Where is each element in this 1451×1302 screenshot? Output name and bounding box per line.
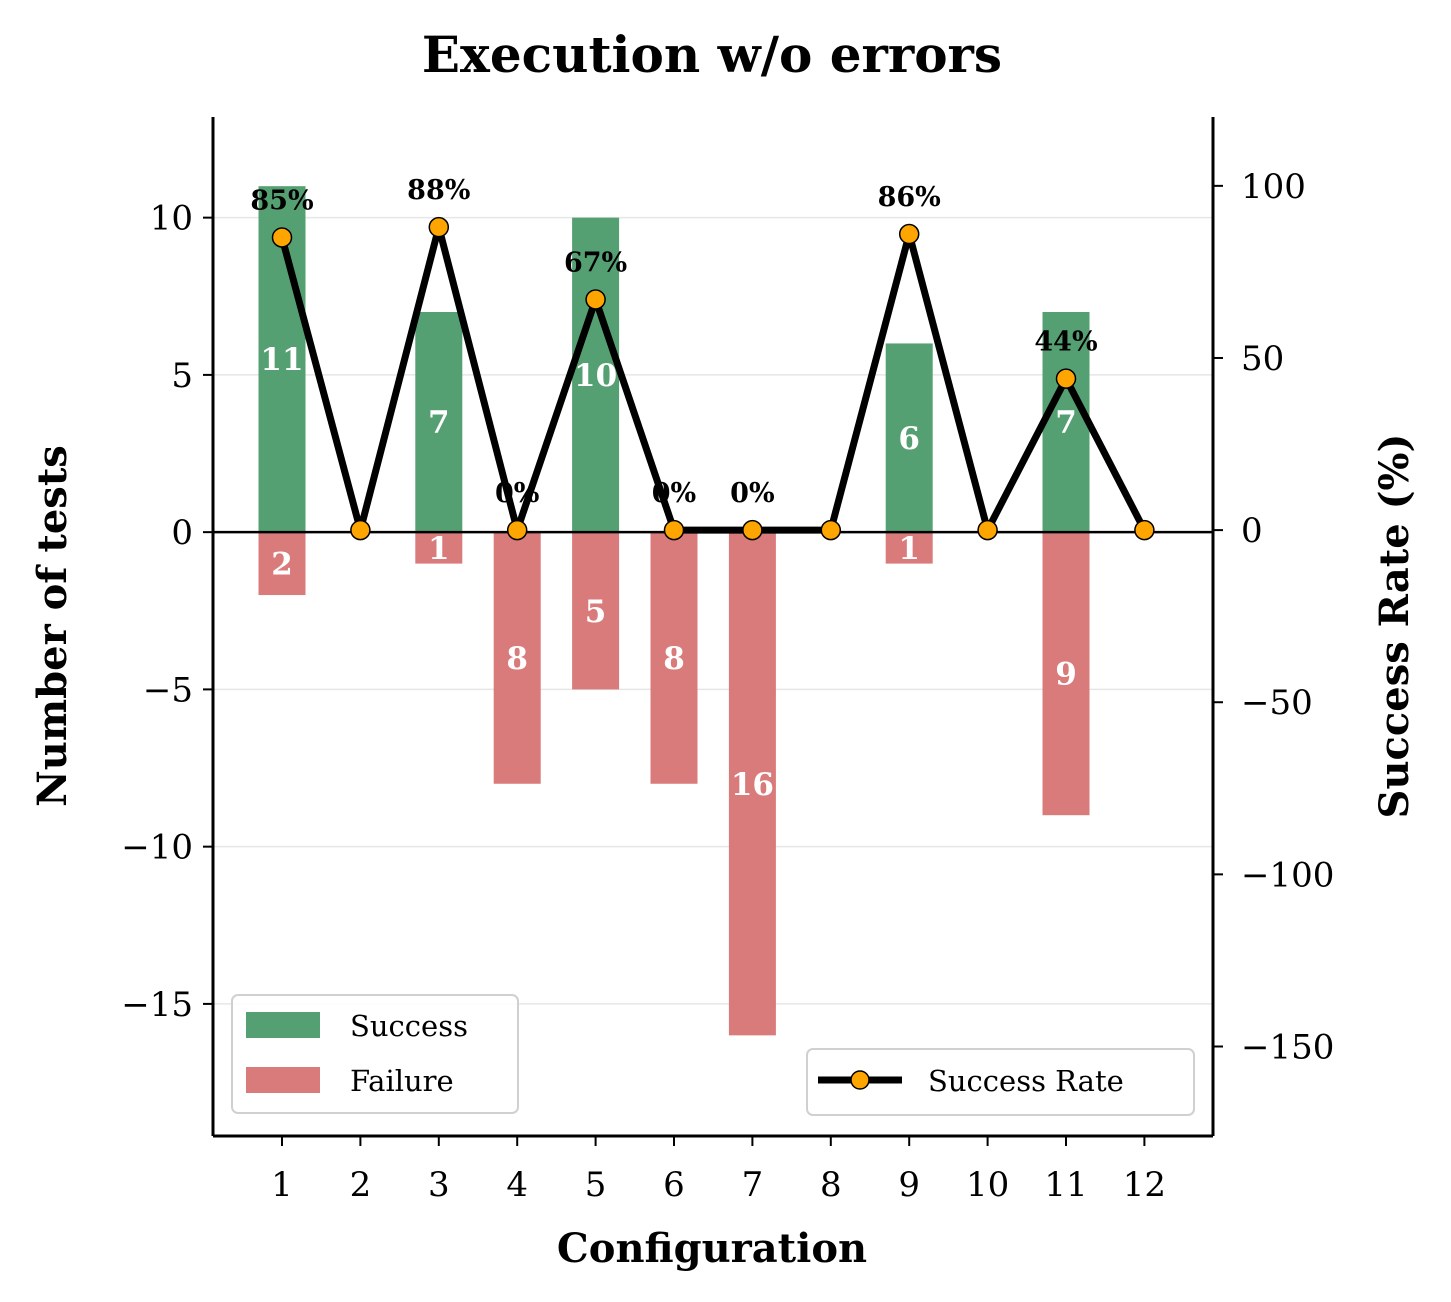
bar-failure bbox=[572, 532, 620, 690]
x-tick-label: 6 bbox=[663, 1165, 685, 1205]
bar-label-failure: 16 bbox=[731, 767, 774, 803]
x-axis-label: Configuration bbox=[557, 1225, 867, 1272]
success-rate-label: 0% bbox=[730, 478, 774, 509]
x-tick-label: 5 bbox=[585, 1165, 607, 1205]
bar-label-success: 6 bbox=[898, 421, 920, 457]
legend-swatch-marker bbox=[850, 1070, 870, 1090]
bar-label-failure: 2 bbox=[271, 547, 293, 583]
bar-failure bbox=[1042, 532, 1090, 816]
x-tick-label: 11 bbox=[1044, 1165, 1087, 1205]
y2-tick-label: −50 bbox=[1241, 683, 1313, 723]
success-rate-line bbox=[278, 223, 1148, 534]
success-rate-marker bbox=[977, 519, 998, 541]
chart-title: Execution w/o errors bbox=[422, 25, 1002, 84]
y2-tick-label: 0 bbox=[1241, 511, 1263, 551]
y-axis-label: Number of tests bbox=[29, 445, 76, 807]
y2-tick-label: 100 bbox=[1241, 167, 1306, 207]
bar-success bbox=[885, 343, 933, 533]
bar-label-success: 10 bbox=[574, 358, 617, 394]
legend-line: Success Rate bbox=[806, 1048, 1195, 1116]
bars bbox=[258, 186, 1090, 1036]
legend-swatch-success bbox=[246, 1012, 320, 1038]
bar-success bbox=[415, 311, 463, 533]
success-rate-label: 67% bbox=[564, 247, 627, 278]
legend-bars: Success Failure bbox=[231, 994, 519, 1114]
bar-failure bbox=[650, 532, 698, 784]
bar-label-failure: 1 bbox=[428, 531, 450, 567]
legend-label-failure: Failure bbox=[350, 1064, 454, 1098]
bar-label-failure: 1 bbox=[898, 531, 920, 567]
x-tick-label: 1 bbox=[271, 1165, 293, 1205]
success-rate-marker bbox=[506, 519, 528, 541]
bar-label-failure: 8 bbox=[506, 641, 528, 677]
bar-label-failure: 8 bbox=[663, 641, 685, 677]
bar-label-success: 7 bbox=[428, 405, 450, 441]
legend-label-success: Success bbox=[350, 1009, 468, 1043]
x-tick-label: 7 bbox=[742, 1165, 764, 1205]
y2-tick-label: −100 bbox=[1241, 855, 1334, 895]
success-rate-line-layer bbox=[271, 216, 1155, 541]
x-tick-label: 12 bbox=[1123, 1165, 1166, 1205]
bar-label-failure: 5 bbox=[585, 594, 607, 630]
y-tick-label: 10 bbox=[150, 199, 193, 239]
y-tick-label: −10 bbox=[121, 828, 193, 868]
bar-label-success: 7 bbox=[1055, 405, 1077, 441]
x-tick-label: 3 bbox=[428, 1165, 450, 1205]
bar-failure bbox=[885, 532, 933, 564]
y-tick-label: 0 bbox=[171, 513, 193, 553]
success-rate-marker bbox=[898, 223, 920, 245]
bar-success bbox=[1042, 311, 1090, 533]
bar-label-success: 11 bbox=[260, 342, 303, 378]
x-tick-label: 10 bbox=[966, 1165, 1009, 1205]
success-rate-marker bbox=[663, 519, 685, 541]
success-rate-label: 88% bbox=[407, 175, 470, 206]
success-rate-marker bbox=[350, 519, 371, 541]
success-rate-label: 86% bbox=[878, 182, 941, 213]
legend-box bbox=[806, 1048, 1195, 1116]
bar-success bbox=[572, 217, 620, 533]
success-rate-label: 85% bbox=[250, 185, 313, 216]
success-rate-marker bbox=[585, 289, 606, 310]
legend-label-success-rate: Success Rate bbox=[928, 1064, 1124, 1098]
success-rate-marker bbox=[820, 519, 842, 541]
success-rate-label: 0% bbox=[652, 478, 696, 509]
y2-tick-label: −150 bbox=[1241, 1027, 1334, 1067]
bar-labels: 11 2 7 1 8 10 5 8 16 6 1 7 9 85% 88% 0% 67% 0% 0% 86% 44% bbox=[250, 175, 1097, 803]
bar-label-failure: 9 bbox=[1055, 657, 1077, 693]
x-tick-label: 2 bbox=[350, 1165, 372, 1205]
success-rate-marker bbox=[1134, 519, 1155, 541]
y2-tick-label: 50 bbox=[1241, 339, 1284, 379]
success-rate-marker bbox=[428, 216, 450, 238]
success-rate-marker bbox=[1055, 368, 1077, 389]
bar-failure bbox=[493, 532, 541, 784]
x-tick-label: 8 bbox=[820, 1165, 842, 1205]
success-rate-label: 0% bbox=[495, 478, 539, 509]
x-tick-label: 4 bbox=[506, 1165, 528, 1205]
success-rate-marker bbox=[742, 519, 763, 541]
bar-failure bbox=[258, 532, 306, 596]
axes bbox=[211, 117, 1215, 1138]
x-tick-label: 9 bbox=[898, 1165, 920, 1205]
y-tick-label: −15 bbox=[121, 985, 193, 1025]
bar-failure bbox=[728, 532, 776, 1036]
y-tick-label: 5 bbox=[171, 356, 193, 396]
y-tick-label: −5 bbox=[143, 670, 193, 710]
bar-failure bbox=[415, 532, 463, 564]
success-rate-marker bbox=[271, 227, 293, 248]
y2-axis-label: Success Rate (%) bbox=[1371, 434, 1418, 819]
success-rate-label: 44% bbox=[1034, 327, 1097, 358]
legend-swatch-failure bbox=[246, 1067, 320, 1093]
